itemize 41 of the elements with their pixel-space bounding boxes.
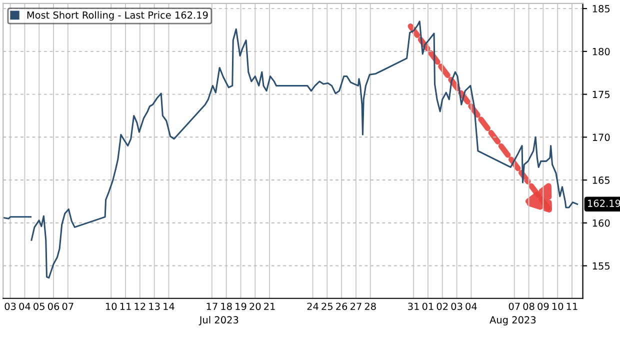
x-tick-label: 11 xyxy=(566,302,578,310)
x-tick-label: 26 xyxy=(336,302,348,310)
x-tick-label: 04 xyxy=(19,302,30,310)
x-tick-label: 10 xyxy=(552,302,564,310)
x-tick-label: 25 xyxy=(322,302,332,310)
y-tick-label: 160 xyxy=(592,219,610,227)
x-tick-label: 04 xyxy=(466,302,477,310)
x-tick-label: 17 xyxy=(206,302,218,310)
x-tick-label: 13 xyxy=(149,302,160,310)
x-tick-label: 10 xyxy=(106,302,117,310)
x-tick-label: 28 xyxy=(364,302,376,310)
x-tick-label: 19 xyxy=(236,302,246,310)
x-tick-label: 08 xyxy=(523,302,534,310)
x2-tick-label: Aug 2023 xyxy=(490,316,536,326)
y-tick-label: 185 xyxy=(592,5,610,12)
x-tick-label: 20 xyxy=(250,302,261,310)
x-tick-label: 03 xyxy=(451,302,462,310)
annotation: 162.19 xyxy=(588,200,620,207)
x-tick-label: 11 xyxy=(120,302,131,310)
x-tick-label: 06 xyxy=(48,302,60,310)
x-tick-label: 12 xyxy=(134,302,146,310)
x-tick-label: 27 xyxy=(350,302,362,310)
y-tick-label: 175 xyxy=(592,90,610,98)
x-tick-label: 07 xyxy=(508,302,520,310)
y-tick-label: 180 xyxy=(592,48,610,56)
x-tick-label: 31 xyxy=(408,302,419,310)
x-tick-label: 07 xyxy=(62,302,74,310)
x-tick-label: 03 xyxy=(4,302,16,310)
x-tick-label: 14 xyxy=(164,302,174,310)
x-tick-label: 21 xyxy=(264,302,275,310)
x-tick-label: 24 xyxy=(307,302,318,310)
y-tick-label: 170 xyxy=(592,134,610,142)
y-tick-label: 155 xyxy=(592,262,610,270)
x-tick-label: 02 xyxy=(436,302,448,310)
x-tick-label: 01 xyxy=(422,302,434,310)
x-tick-label: 09 xyxy=(538,302,549,310)
y-tick-label: 165 xyxy=(592,176,610,184)
x2-tick-label: Jul 2023 xyxy=(198,316,238,326)
x-tick-label: 05 xyxy=(34,302,44,310)
x-tick-label: 18 xyxy=(221,302,232,310)
legend-label: Most Short Rolling - Last Price 162.19 xyxy=(27,11,208,21)
